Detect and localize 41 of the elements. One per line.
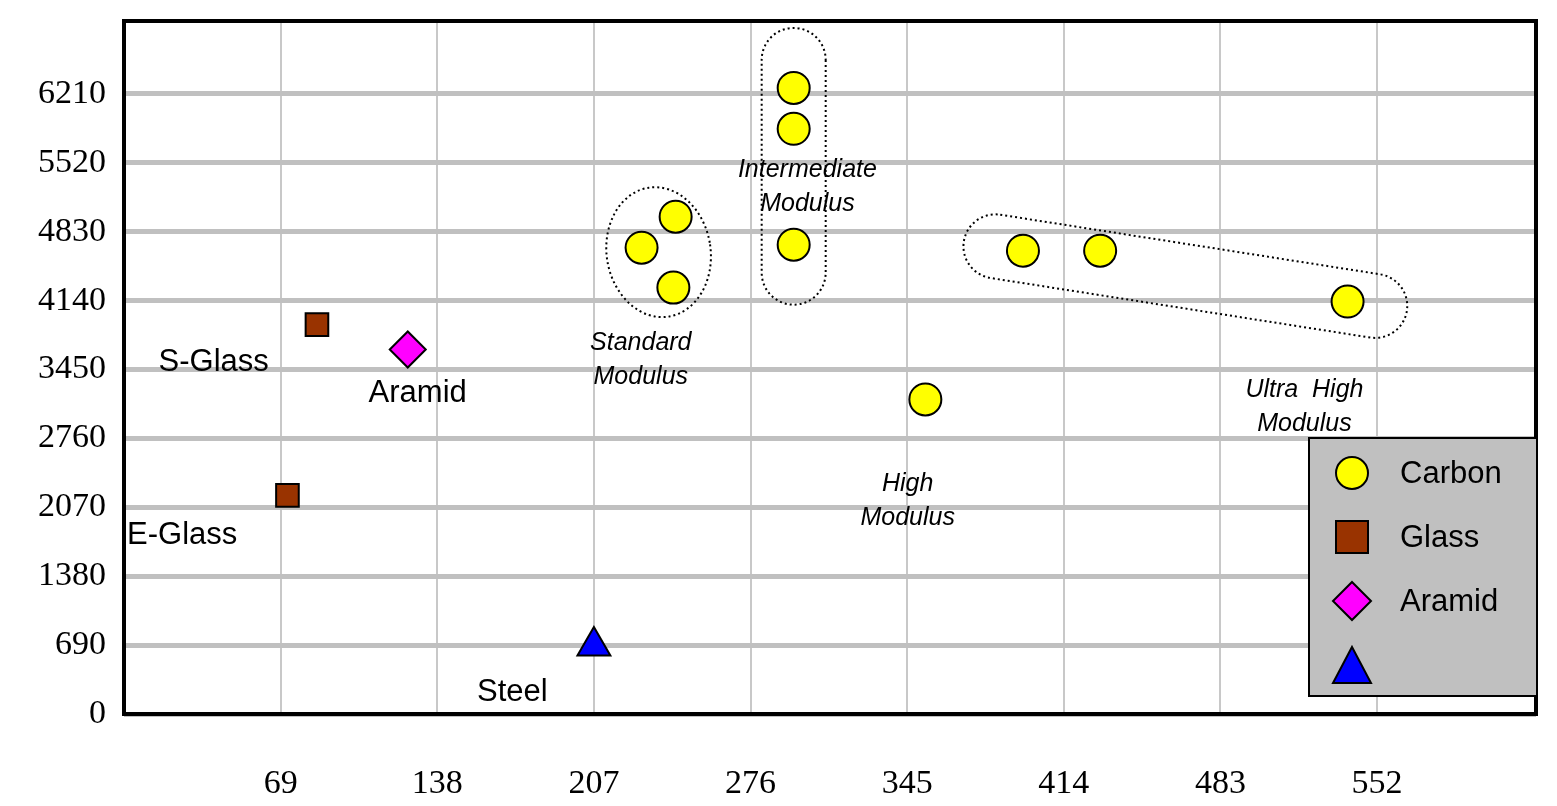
y-tick-label: 4830 xyxy=(38,210,106,248)
annotation: Intermediate Modulus xyxy=(737,153,877,216)
x-tick-label: 207 xyxy=(568,763,620,801)
x-tick-label: 483 xyxy=(1194,763,1246,801)
y-tick-label: 3450 xyxy=(38,348,106,386)
point xyxy=(658,199,693,234)
annotation: Aramid xyxy=(368,374,467,410)
y-tick-label: 690 xyxy=(55,624,106,662)
x-tick-label: 552 xyxy=(1351,763,1403,801)
y-tick-label: 2070 xyxy=(38,486,106,524)
y-tick-label: 0 xyxy=(89,692,106,730)
legend-label: Aramid xyxy=(1400,583,1499,619)
annotation: Ultra High Modulus xyxy=(1245,373,1364,436)
y-tick-label: 4140 xyxy=(38,279,106,317)
y-tick-label: 6210 xyxy=(38,72,106,110)
point xyxy=(1083,233,1118,268)
point xyxy=(1330,284,1365,319)
annotation: E-Glass xyxy=(127,516,238,552)
point xyxy=(388,330,427,369)
x-tick-label: 138 xyxy=(411,763,463,801)
x-tick-label: 345 xyxy=(881,763,933,801)
point xyxy=(776,111,811,146)
x-tick-label: 69 xyxy=(263,763,298,801)
point xyxy=(776,70,811,105)
point xyxy=(656,270,691,305)
annotation: S-Glass xyxy=(158,343,269,379)
x-tick-label: 276 xyxy=(725,763,777,801)
y-tick-label: 2760 xyxy=(38,417,106,455)
annotation: High Modulus xyxy=(860,468,955,531)
annotation: Standard Modulus xyxy=(590,326,693,389)
point xyxy=(1005,233,1040,268)
legend-label: Carbon xyxy=(1400,455,1502,491)
y-tick-label: 5520 xyxy=(38,141,106,179)
point xyxy=(275,483,300,508)
x-tick-label: 414 xyxy=(1038,763,1090,801)
point xyxy=(304,312,330,337)
point xyxy=(908,382,943,417)
point xyxy=(776,227,811,262)
annotation: Steel xyxy=(476,673,548,709)
legend-label: Glass xyxy=(1400,519,1480,555)
y-tick-label: 1380 xyxy=(38,555,106,593)
